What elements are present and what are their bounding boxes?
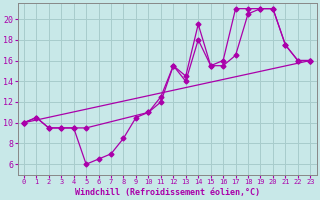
X-axis label: Windchill (Refroidissement éolien,°C): Windchill (Refroidissement éolien,°C) <box>75 188 260 197</box>
